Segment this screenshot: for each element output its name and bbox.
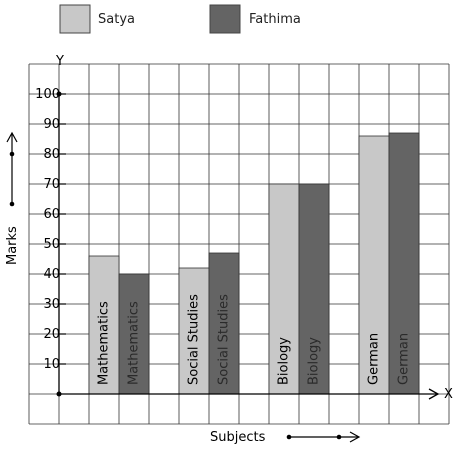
bar-label: German bbox=[397, 333, 412, 385]
bar-label: Mathematics bbox=[97, 301, 112, 385]
bar-german-satya bbox=[358, 135, 390, 395]
y-tick-label: 100 bbox=[35, 87, 60, 102]
y-tick-label: 70 bbox=[43, 177, 60, 192]
bar-social-studies-fathima bbox=[208, 252, 240, 395]
x-axis-arrowhead bbox=[428, 388, 440, 400]
y-tick-label: 10 bbox=[43, 357, 60, 372]
y-direction-arrowhead bbox=[6, 131, 18, 143]
y-tick-label: 90 bbox=[43, 117, 60, 132]
bar-german-fathima bbox=[388, 132, 420, 395]
bar-label: Biology bbox=[307, 337, 322, 385]
y-tick-label: 60 bbox=[43, 207, 60, 222]
y-tick-label: 30 bbox=[43, 297, 60, 312]
bar-label: Mathematics bbox=[127, 301, 142, 385]
x-axis-title: Subjects bbox=[210, 430, 266, 445]
axis-direction-arrows bbox=[6, 131, 361, 443]
y-tick-label: 20 bbox=[43, 327, 60, 342]
legend-swatch-satya bbox=[59, 4, 91, 34]
bar-mathematics-satya bbox=[88, 255, 120, 395]
y-direction-dot bbox=[9, 201, 15, 207]
y-direction-dot bbox=[9, 151, 15, 157]
y-tick-labels: 10 20 30 40 50 60 70 80 90 100 bbox=[35, 87, 66, 372]
bar-label: Social Studies bbox=[187, 294, 202, 385]
bar-biology-satya bbox=[268, 183, 300, 395]
y-tick-label: 40 bbox=[43, 267, 60, 282]
x-direction-dot bbox=[286, 434, 292, 440]
legend-label-fathima: Fathima bbox=[249, 12, 301, 27]
bar-label: German bbox=[367, 333, 382, 385]
y-tick-label: 80 bbox=[43, 147, 60, 162]
legend-swatch-fathima bbox=[209, 4, 241, 34]
legend-label-satya: Satya bbox=[98, 12, 135, 27]
x-axis-letter: X bbox=[444, 387, 453, 402]
legend: Satya Fathima bbox=[59, 4, 301, 34]
bar-biology-fathima bbox=[298, 183, 330, 395]
y-axis-title: Marks bbox=[5, 226, 20, 265]
x-direction-arrowhead bbox=[349, 431, 361, 443]
x-direction-dot bbox=[336, 434, 342, 440]
bars: Mathematics Mathematics Social Studies Soci… bbox=[88, 132, 420, 395]
y-axis-letter: Y bbox=[55, 54, 64, 69]
origin-point bbox=[56, 391, 62, 397]
y-tick-label: 50 bbox=[43, 237, 60, 252]
bar-label: Social Studies bbox=[217, 294, 232, 385]
bar-label: Biology bbox=[277, 337, 292, 385]
